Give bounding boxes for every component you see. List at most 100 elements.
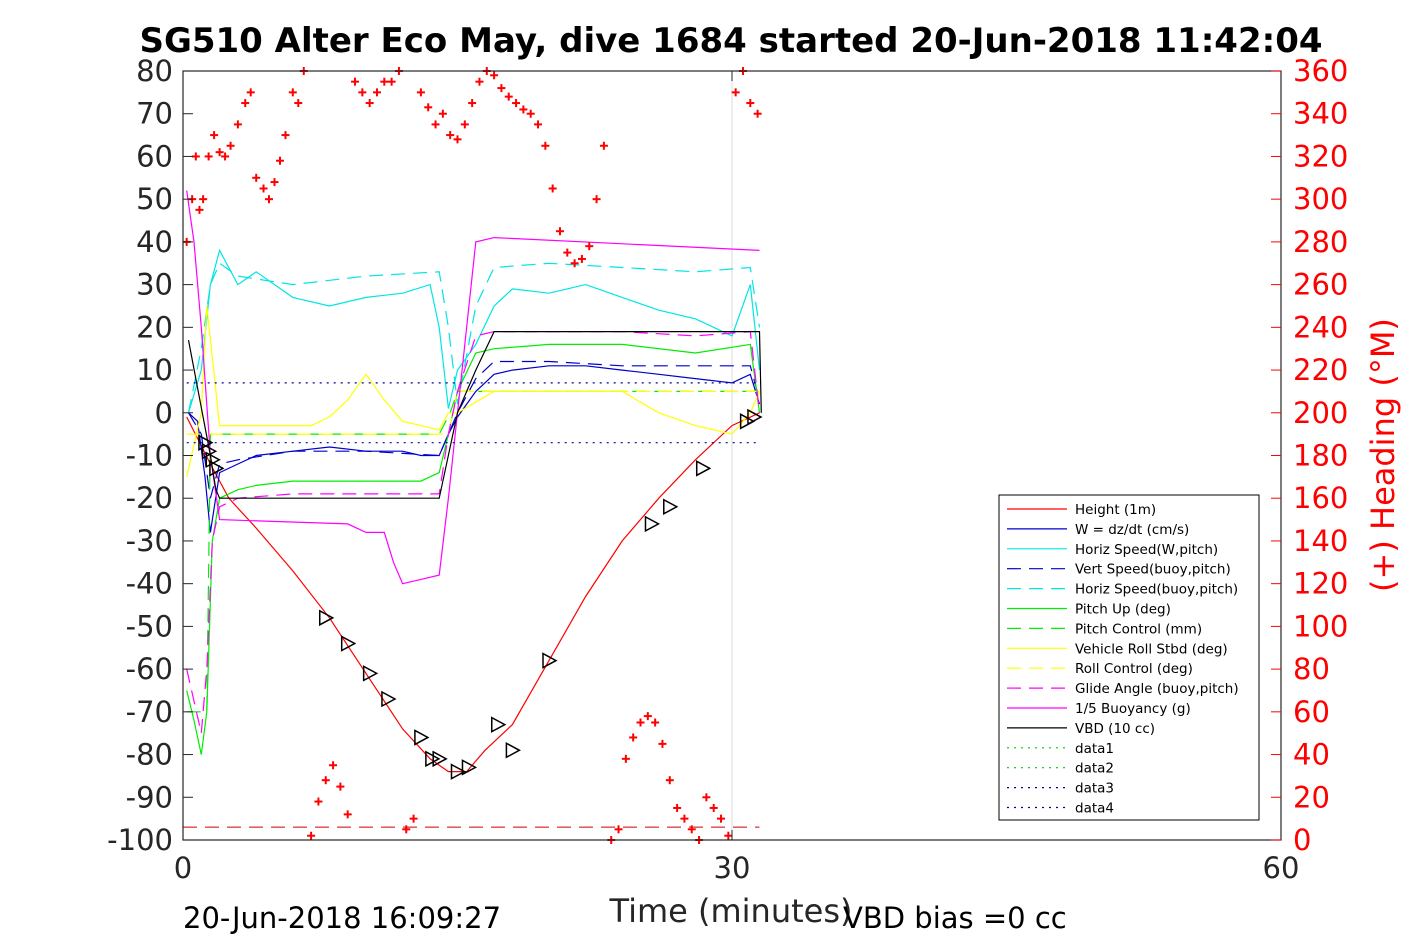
y2-tick-label: 140 (1293, 524, 1348, 558)
heading-point (724, 831, 733, 840)
heading-point (585, 242, 594, 251)
legend-label: Roll Control (deg) (1075, 661, 1193, 677)
heading-point (673, 803, 682, 812)
heading-point (204, 152, 213, 161)
y-tick-label: 40 (136, 225, 173, 259)
heading-point (275, 156, 284, 165)
y-tick-label: 70 (136, 97, 173, 131)
heading-point (358, 88, 367, 97)
y2-tick-label: 120 (1293, 567, 1348, 601)
heading-point (241, 99, 250, 108)
legend-label: W = dz/dt (cm/s) (1075, 522, 1189, 538)
heading-point (497, 84, 506, 93)
heading-point (307, 831, 316, 840)
heading-point (555, 227, 564, 236)
legend-label: Horiz Speed(W,pitch) (1075, 542, 1218, 558)
depth-marker (739, 413, 756, 430)
heading-point (731, 88, 740, 97)
legend: Height (1m) W = dz/dt (cm/s) Horiz Speed(W… (998, 494, 1260, 821)
y2-tick-label: 220 (1293, 353, 1348, 387)
heading-point (563, 248, 572, 257)
y2-tick-label: 360 (1293, 54, 1348, 88)
y-tick-label: 30 (136, 268, 173, 302)
heading-point (687, 825, 696, 834)
y-tick-label: 60 (136, 139, 173, 173)
heading-point (380, 77, 389, 86)
y-tick-label: -20 (126, 481, 173, 515)
series-line-10 (186, 190, 760, 585)
heading-point (259, 184, 268, 193)
y2-tick-label: 160 (1293, 481, 1348, 515)
heading-point (446, 131, 455, 140)
depth-marker (414, 729, 430, 746)
heading-point (621, 754, 630, 763)
heading-point (475, 77, 484, 86)
series-group (183, 190, 762, 828)
legend-label: Height (1m) (1075, 502, 1156, 518)
heading-point (490, 71, 499, 80)
legend-label: Glide Angle (buoy,pitch) (1075, 681, 1239, 697)
x-tick-label: 0 (174, 851, 192, 885)
heading-point (387, 77, 396, 86)
legend-label: data3 (1075, 781, 1114, 797)
depth-marker (381, 690, 397, 708)
depth-marker (695, 460, 712, 477)
y2-axis-label: (+) Heading (°M) (1364, 318, 1402, 592)
series-line-4 (187, 262, 761, 413)
heading-point (199, 195, 208, 204)
heading-point (372, 88, 381, 97)
legend-label: 1/5 Buoyancy (g) (1075, 701, 1191, 717)
heading-point (252, 173, 261, 182)
heading-point (215, 148, 224, 157)
heading-point (431, 120, 440, 129)
y-tick-label: 80 (136, 54, 173, 88)
heading-point (629, 733, 638, 742)
y-tick-label: -100 (107, 823, 173, 857)
heading-point (548, 184, 557, 193)
y2-tick-label: 0 (1293, 823, 1311, 857)
heading-point (226, 141, 235, 150)
footer-vbd-bias: VBD bias =0 cc (843, 901, 1067, 935)
y2-tick-label: 300 (1293, 182, 1348, 216)
heading-point (191, 152, 200, 161)
y2-tick-label: 200 (1293, 396, 1348, 430)
series-line-5 (186, 343, 761, 755)
series-line-3 (187, 360, 761, 499)
y2-tick-label: 40 (1293, 738, 1330, 772)
y-tick-label: 10 (136, 353, 173, 387)
y-tick-label: -70 (126, 695, 173, 729)
depth-marker (340, 635, 357, 652)
heading-points (182, 67, 762, 844)
heading-point (314, 797, 323, 806)
chart-title: SG510 Alter Eco May, dive 1684 started 2… (139, 21, 1322, 61)
heading-point (468, 99, 477, 108)
heading-point (294, 99, 303, 108)
heading-point (343, 810, 352, 819)
y-tick-label: -40 (126, 567, 173, 601)
heading-point (651, 718, 660, 727)
depth-markers (198, 408, 763, 780)
y2-tick-label: 80 (1293, 652, 1330, 686)
depth-marker (432, 750, 448, 768)
depth-marker (644, 515, 661, 533)
heading-point (519, 105, 528, 114)
heading-point (270, 178, 279, 187)
heading-point (321, 776, 330, 785)
heading-point (709, 803, 718, 812)
series-line-7 (186, 305, 761, 478)
depth-marker (542, 652, 558, 669)
legend-label: Horiz Speed(buoy,pitch) (1075, 582, 1238, 598)
x-tick-label: 30 (714, 851, 751, 885)
y-tick-label: -10 (126, 439, 173, 473)
legend-label: Vehicle Roll Stbd (deg) (1075, 641, 1228, 657)
depth-marker (461, 759, 478, 776)
y-tick-label: 20 (136, 310, 173, 344)
heading-point (336, 782, 345, 791)
depth-marker (209, 460, 225, 477)
heading-point (246, 88, 255, 97)
y2-tick-label: 60 (1293, 695, 1330, 729)
heading-point (570, 259, 579, 268)
heading-point (210, 131, 219, 140)
heading-point (281, 131, 290, 140)
